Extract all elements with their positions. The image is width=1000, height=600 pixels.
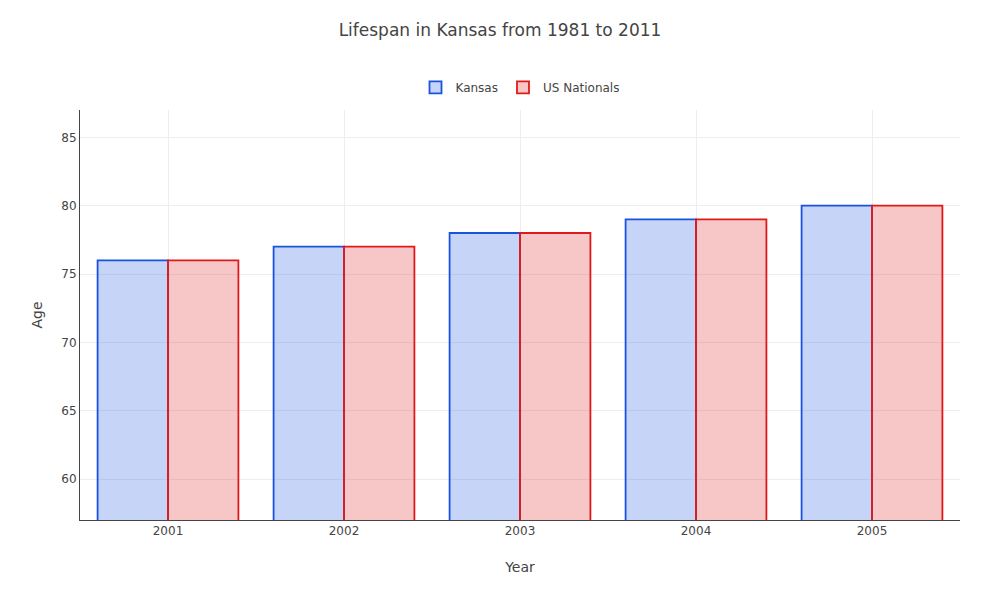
svg-text:85: 85	[61, 131, 76, 145]
svg-text:Year: Year	[504, 559, 535, 575]
svg-text:US Nationals: US Nationals	[543, 81, 619, 95]
svg-text:75: 75	[61, 267, 76, 281]
svg-text:60: 60	[61, 472, 76, 486]
svg-text:2004: 2004	[681, 524, 712, 538]
svg-text:2002: 2002	[329, 524, 360, 538]
svg-text:Kansas: Kansas	[456, 81, 498, 95]
svg-text:65: 65	[61, 404, 76, 418]
svg-text:2005: 2005	[857, 524, 888, 538]
svg-text:70: 70	[61, 336, 76, 350]
svg-text:Age: Age	[29, 301, 45, 328]
svg-text:2001: 2001	[153, 524, 184, 538]
svg-text:2003: 2003	[505, 524, 536, 538]
svg-text:80: 80	[61, 199, 76, 213]
svg-text:Lifespan in Kansas from 1981 t: Lifespan in Kansas from 1981 to 2011	[339, 20, 662, 40]
